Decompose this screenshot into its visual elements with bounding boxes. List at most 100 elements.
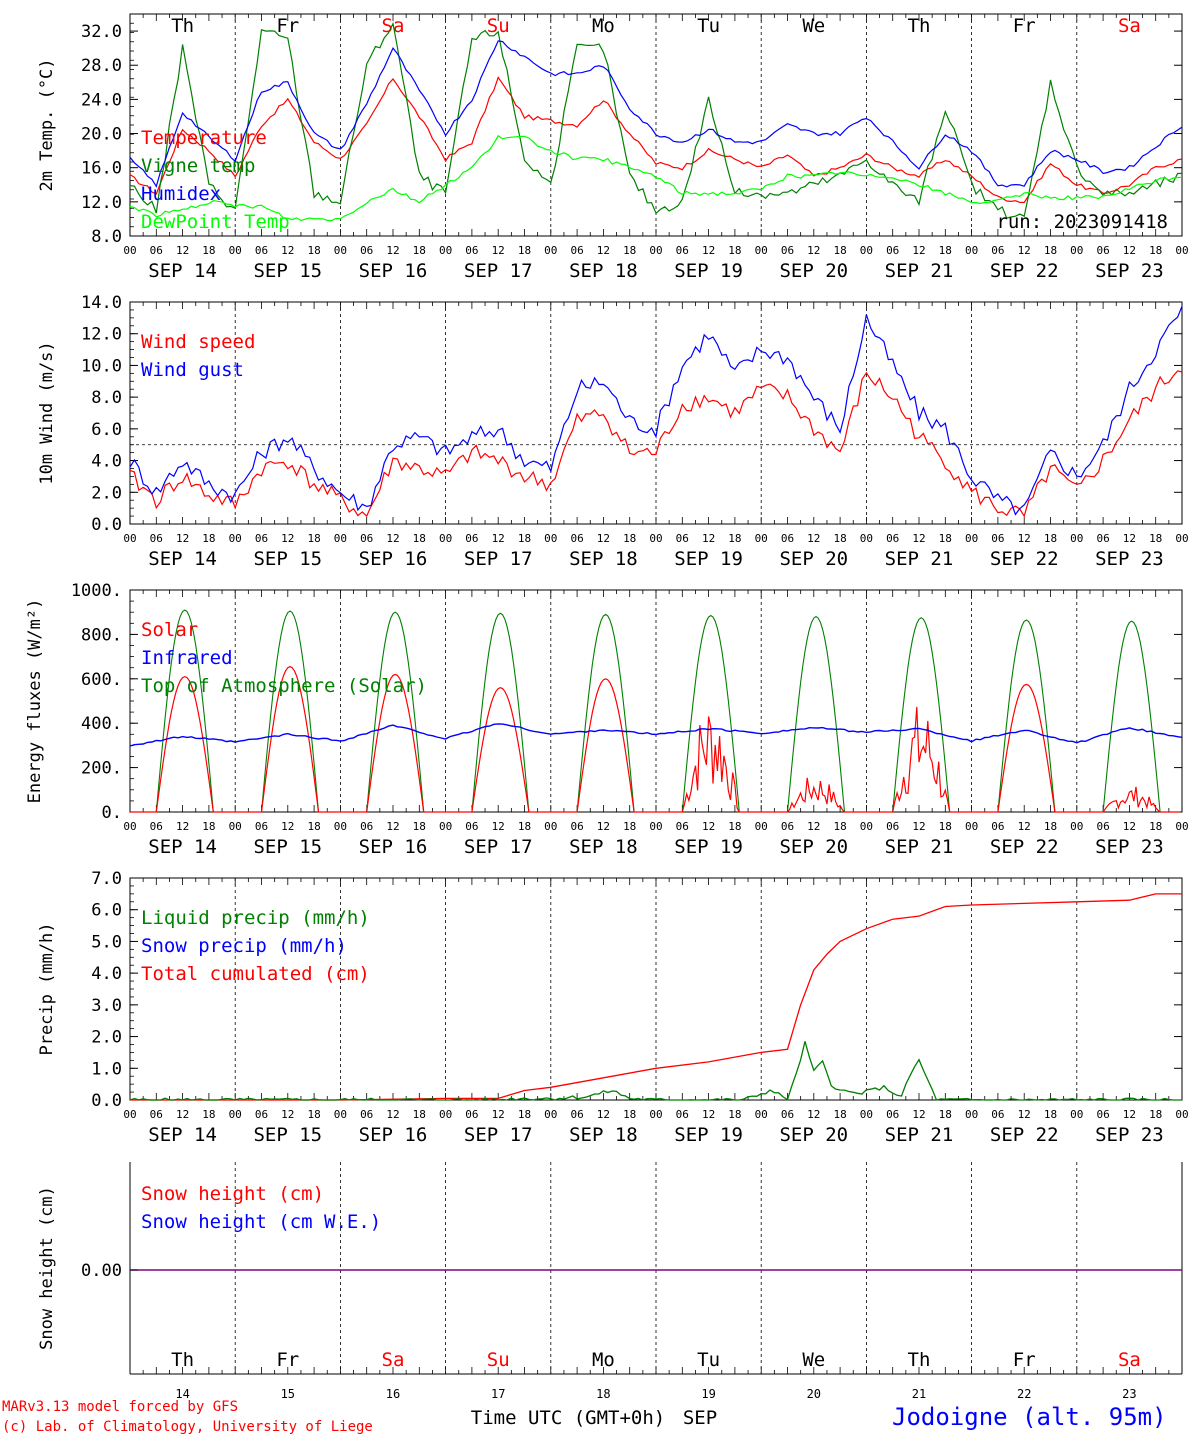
hour-tick-label: 06 [570, 244, 583, 257]
date-label: SEP 14 [148, 1124, 217, 1146]
hour-tick-label: 06 [886, 1108, 899, 1121]
date-label: SEP 17 [464, 836, 533, 858]
hour-tick-label: 06 [150, 532, 163, 545]
y-tick-label: 12.0 [81, 325, 122, 345]
date-label: SEP 19 [674, 836, 743, 858]
date-label: SEP 23 [1095, 548, 1164, 570]
hour-tick-label: 12 [1123, 532, 1136, 545]
y-tick-label: 7.0 [91, 869, 122, 889]
hour-tick-label: 06 [570, 1108, 583, 1121]
weekday-label: Fr [276, 15, 299, 37]
hour-tick-label: 12 [176, 820, 189, 833]
hour-tick-label: 12 [912, 820, 925, 833]
hour-tick-label: 18 [518, 244, 531, 257]
hour-tick-label: 12 [912, 244, 925, 257]
series-line-temperature [129, 76, 1183, 204]
y-tick-label: 14.0 [81, 293, 122, 313]
date-label: SEP 22 [990, 836, 1059, 858]
y-tick-label: 2.0 [91, 483, 122, 503]
y-axis-label: 10m Wind (m/s) [37, 341, 57, 484]
weekday-label: Sa [1118, 1349, 1141, 1371]
hour-tick-label: 06 [255, 820, 268, 833]
date-label: SEP 18 [569, 1124, 638, 1146]
y-tick-label: 200. [81, 759, 122, 779]
y-tick-label: 3.0 [91, 996, 122, 1016]
y-tick-label: 6.0 [91, 420, 122, 440]
hour-tick-label: 00 [334, 1108, 347, 1121]
hour-tick-label: 18 [307, 820, 320, 833]
hour-tick-label: 06 [781, 820, 794, 833]
hour-tick-label: 00 [544, 1108, 557, 1121]
credit-line-1: MARv3.13 model forced by GFS [2, 1399, 239, 1415]
hour-tick-label: 06 [360, 244, 373, 257]
date-label: SEP 19 [674, 1124, 743, 1146]
weekday-label: Fr [1013, 1349, 1036, 1371]
day-number-label: 21 [912, 1387, 926, 1401]
hour-tick-label: 18 [413, 532, 426, 545]
hour-tick-label: 18 [623, 244, 636, 257]
hour-tick-label: 18 [1149, 532, 1162, 545]
weekday-label: Su [487, 1349, 510, 1371]
y-tick-label: 8.0 [91, 227, 122, 247]
hour-tick-label: 18 [202, 820, 215, 833]
hour-tick-label: 12 [492, 1108, 505, 1121]
date-label: SEP 19 [674, 548, 743, 570]
hour-tick-label: 18 [1044, 820, 1057, 833]
hour-tick-label: 12 [281, 820, 294, 833]
hour-tick-label: 12 [1018, 820, 1031, 833]
hour-tick-label: 00 [1070, 244, 1083, 257]
hour-tick-label: 00 [860, 532, 873, 545]
hour-tick-label: 00 [755, 244, 768, 257]
hour-tick-label: 18 [1044, 532, 1057, 545]
hour-tick-label: 00 [229, 532, 242, 545]
legend-entry: Liquid precip (mm/h) [141, 907, 370, 929]
hour-tick-label: 12 [492, 820, 505, 833]
hour-tick-label: 00 [123, 532, 136, 545]
date-label: SEP 22 [990, 1124, 1059, 1146]
date-label: SEP 21 [885, 548, 954, 570]
hour-tick-label: 00 [755, 1108, 768, 1121]
hour-tick-label: 12 [176, 532, 189, 545]
legend-entry: Snow height (cm) [141, 1183, 324, 1205]
date-label: SEP 14 [148, 548, 217, 570]
hour-tick-label: 18 [518, 532, 531, 545]
hour-tick-label: 06 [991, 244, 1004, 257]
hour-tick-label: 18 [833, 820, 846, 833]
series-line-solar [130, 665, 1180, 813]
hour-tick-label: 18 [202, 244, 215, 257]
hour-tick-label: 06 [676, 532, 689, 545]
weekday-label: Fr [276, 1349, 299, 1371]
hour-tick-label: 18 [518, 1108, 531, 1121]
weekday-label: Th [908, 15, 931, 37]
y-axis-label: Snow height (cm) [37, 1186, 57, 1350]
hour-tick-label: 06 [1096, 532, 1109, 545]
date-label: SEP 20 [779, 548, 848, 570]
hour-tick-label: 06 [255, 1108, 268, 1121]
date-label: SEP 17 [464, 1124, 533, 1146]
weekday-label: Mo [592, 1349, 615, 1371]
hour-tick-label: 06 [360, 1108, 373, 1121]
hour-tick-label: 18 [939, 532, 952, 545]
hour-tick-label: 18 [728, 532, 741, 545]
date-label: SEP 15 [253, 836, 322, 858]
day-number-label: 17 [491, 1387, 505, 1401]
legend-entry: DewPoint Temp [141, 211, 290, 233]
date-label: SEP 21 [885, 260, 954, 282]
hour-tick-label: 06 [150, 820, 163, 833]
hour-tick-label: 12 [1123, 820, 1136, 833]
day-number-label: 20 [807, 1387, 821, 1401]
weekday-label: Sa [1118, 15, 1141, 37]
hour-tick-label: 12 [597, 532, 610, 545]
day-number-label: 14 [175, 1387, 189, 1401]
legend-entry: Temperature [141, 127, 267, 149]
y-tick-label: 20.0 [81, 125, 122, 145]
y-tick-label: 0.0 [91, 1091, 122, 1111]
run-label: run: 2023091418 [996, 211, 1168, 233]
date-label: SEP 18 [569, 260, 638, 282]
hour-tick-label: 06 [886, 532, 899, 545]
hour-tick-label: 18 [1044, 1108, 1057, 1121]
date-label: SEP 20 [779, 836, 848, 858]
series-line-infrared [129, 723, 1183, 747]
day-number-label: 18 [596, 1387, 610, 1401]
hour-tick-label: 00 [755, 532, 768, 545]
